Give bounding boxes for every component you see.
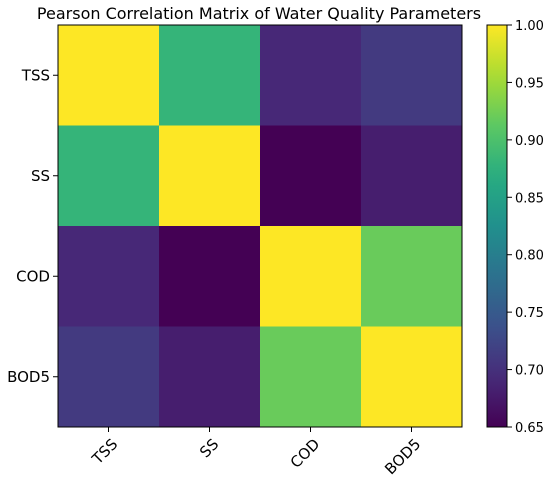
heatmap-cell-tss-cod [260, 25, 362, 126]
y-tick-label-cod: COD [16, 267, 50, 285]
y-tick-label-tss: TSS [21, 66, 50, 84]
x-axis: TSS SS COD BOD5 [88, 427, 424, 478]
heatmap-cells [58, 25, 463, 428]
y-tick-label-ss: SS [31, 167, 50, 185]
colorbar-tick-label: 0.85 [515, 191, 544, 206]
heatmap-cell-ss-bod5 [361, 125, 463, 227]
heatmap-cell-ss-tss [58, 125, 160, 227]
heatmap-cell-bod5-tss [58, 326, 160, 428]
colorbar [486, 24, 508, 428]
colorbar-tick-label: 0.90 [515, 134, 544, 149]
heatmap-cell-cod-bod5 [361, 226, 463, 327]
heatmap-cell-bod5-cod [260, 326, 362, 428]
colorbar-axis: 0.65 0.70 0.75 0.80 0.85 0.90 0.95 1.00 [507, 19, 544, 436]
heatmap-cell-bod5-bod5 [361, 326, 463, 428]
x-tick-label-tss: TSS [88, 435, 121, 468]
heatmap-cell-cod-tss [58, 226, 160, 327]
colorbar-tick-label: 1.00 [515, 19, 544, 34]
colorbar-tick-label: 0.95 [515, 76, 544, 91]
colorbar-tick-label: 0.80 [515, 249, 544, 264]
colorbar-tick-label: 0.70 [515, 364, 544, 379]
heatmap-cell-cod-cod [260, 226, 362, 327]
heatmap-cell-ss-ss [159, 125, 261, 227]
y-tick-label-bod5: BOD5 [7, 368, 50, 386]
chart-title: Pearson Correlation Matrix of Water Qual… [37, 4, 481, 23]
x-tick-label-ss: SS [196, 435, 222, 461]
heatmap-cell-tss-tss [58, 25, 160, 126]
heatmap-cell-ss-cod [260, 125, 362, 227]
heatmap-cell-bod5-ss [159, 326, 261, 428]
y-axis: TSS SS COD BOD5 [7, 66, 58, 386]
plot-frame [57, 24, 463, 428]
colorbar-tick-label: 0.75 [515, 306, 544, 321]
heatmap-cell-cod-ss [159, 226, 261, 327]
x-tick-label-bod5: BOD5 [381, 435, 424, 478]
heatmap-cell-tss-ss [159, 25, 261, 126]
x-tick-label-cod: COD [287, 435, 324, 472]
heatmap-cell-tss-bod5 [361, 25, 463, 126]
colorbar-tick-label: 0.65 [515, 421, 544, 436]
